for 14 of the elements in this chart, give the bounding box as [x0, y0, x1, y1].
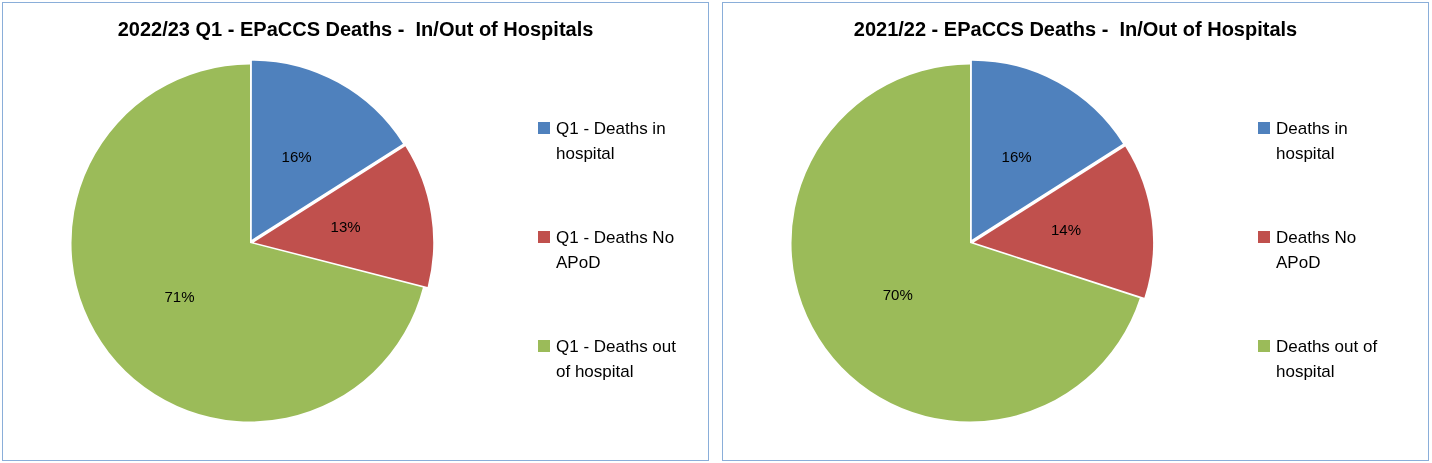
- legend-label: Q1 - Deaths in hospital: [556, 118, 667, 165]
- legend-label: Deaths in hospital: [1276, 118, 1349, 165]
- legend-label: Q1 - Deaths out of hospital: [556, 336, 677, 383]
- legend-label: Deaths No APoD: [1276, 227, 1358, 274]
- data-label: 13%: [330, 218, 361, 236]
- data-label: 16%: [1001, 148, 1032, 166]
- data-label: 70%: [882, 285, 913, 303]
- legend-label: Q1 - Deaths No APoD: [556, 227, 676, 274]
- chart-title: 2021/22 - EPaCCS Deaths - In/Out of Hospitals: [852, 18, 1299, 41]
- data-label: 16%: [281, 148, 312, 166]
- data-label: 71%: [164, 287, 195, 305]
- data-label: 14%: [1050, 221, 1081, 239]
- chart-title: 2022/23 Q1 - EPaCCS Deaths - In/Out of Hospitals: [116, 18, 595, 41]
- legend-label: Deaths out of hospital: [1276, 336, 1379, 383]
